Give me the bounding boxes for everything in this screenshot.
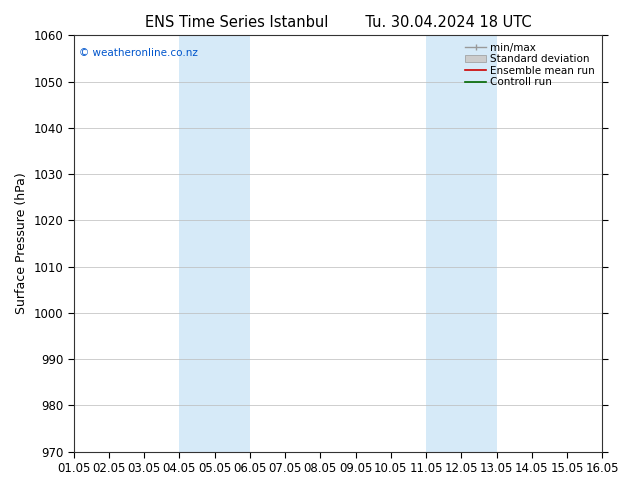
Bar	[426, 35, 496, 452]
Title: ENS Time Series Istanbul        Tu. 30.04.2024 18 UTC: ENS Time Series Istanbul Tu. 30.04.2024 …	[145, 15, 531, 30]
Y-axis label: Surface Pressure (hPa): Surface Pressure (hPa)	[15, 172, 28, 314]
Text: © weatheronline.co.nz: © weatheronline.co.nz	[79, 48, 198, 58]
Legend: min/max, Standard deviation, Ensemble mean run, Controll run: min/max, Standard deviation, Ensemble me…	[463, 41, 597, 89]
Bar	[179, 35, 250, 452]
